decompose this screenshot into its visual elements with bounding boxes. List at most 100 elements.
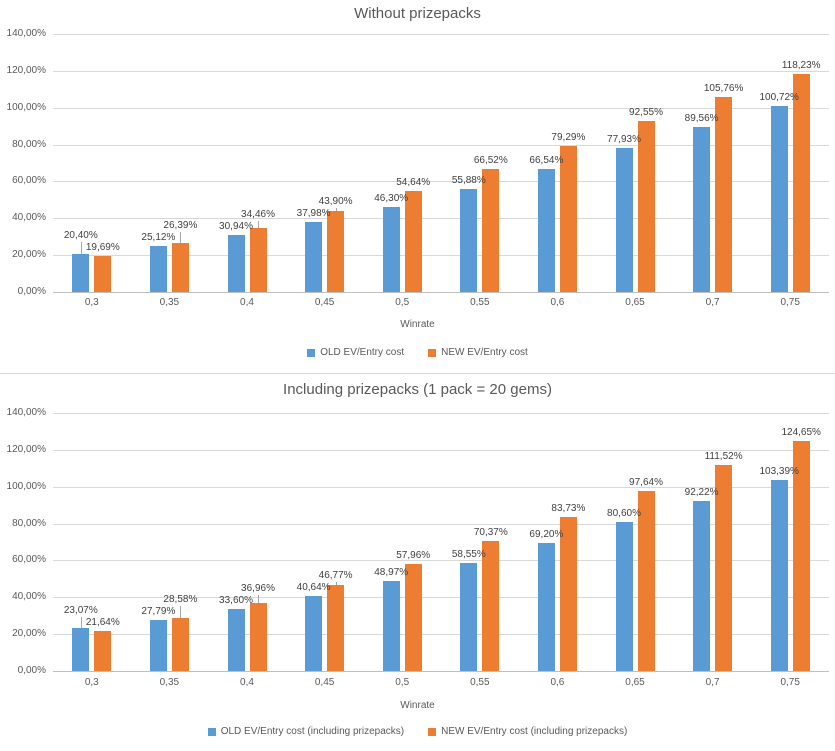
bar-old (770, 480, 788, 671)
x-axis-tick-label: 0,7 (705, 297, 720, 308)
data-label-new: 83,73% (551, 502, 586, 514)
chart-without-prizepacks: Without prizepacks Winrate OLD EV/Entry … (0, 0, 835, 373)
y-axis-tick-label: 40,00% (12, 591, 46, 603)
legend-swatch-icon (428, 348, 437, 357)
data-label-new: 21,64% (85, 617, 120, 629)
y-axis-tick-label: 120,00% (6, 443, 46, 455)
legend-item-old: OLD EV/Entry cost (307, 347, 404, 358)
data-label-old: 37,98% (296, 208, 331, 219)
data-label-old: 103,39% (759, 466, 799, 478)
y-axis-tick-label: 80,00% (12, 517, 46, 529)
data-label-new: 92,55% (629, 107, 663, 119)
data-label-leader-line (180, 231, 182, 244)
data-label-leader-line (180, 605, 182, 619)
data-label-new: 70,37% (473, 527, 508, 539)
y-axis-tick-label: 60,00% (12, 554, 46, 566)
bar-old (149, 619, 167, 671)
y-axis-tick-label: 20,00% (12, 249, 46, 261)
x-axis-tick-label: 0,55 (470, 677, 490, 688)
bar-old (382, 206, 400, 292)
data-label-old: 100,72% (759, 92, 799, 104)
bar-new (249, 228, 267, 292)
x-axis-tick-label: 0,45 (314, 297, 335, 308)
bar-new (715, 465, 733, 671)
bar-new (404, 191, 422, 292)
bar-old (305, 222, 323, 292)
bar-old (72, 254, 90, 292)
bar-old (537, 169, 555, 292)
x-axis-tick-label: 0,6 (550, 297, 565, 308)
x-axis-tick-label: 0,35 (159, 677, 180, 688)
legend-swatch-icon (207, 727, 216, 736)
x-axis-tick-label: 0,7 (705, 677, 720, 688)
bar-old (537, 543, 555, 671)
data-label-old: 46,30% (374, 192, 409, 204)
data-label-old: 92,22% (684, 487, 719, 499)
legend-label: NEW EV/Entry cost (including prizepacks) (441, 726, 628, 737)
bar-old (460, 189, 478, 292)
gridline (53, 634, 829, 636)
x-axis-line (53, 671, 829, 672)
data-label-new: 97,64% (629, 477, 663, 489)
bar-old (227, 609, 245, 671)
bar-new (171, 618, 189, 671)
data-label-old: 25,12% (141, 231, 176, 243)
x-axis-tick-label: 0,6 (550, 677, 565, 688)
data-label-old: 77,93% (607, 134, 641, 146)
legend-swatch-icon (428, 727, 437, 736)
legend: OLD EV/Entry cost NEW EV/Entry cost (0, 347, 835, 358)
x-axis-title: Winrate (400, 319, 435, 330)
bar-new (327, 211, 345, 292)
x-axis-tick-label: 0,75 (780, 297, 800, 308)
data-label-leader-line (258, 220, 259, 229)
bar-new (482, 541, 500, 671)
x-axis-tick-label: 0,35 (159, 297, 180, 308)
x-axis-tick-label: 0,3 (84, 677, 99, 688)
data-label-leader-line (80, 241, 82, 255)
bar-old (615, 522, 633, 671)
bar-new (559, 145, 577, 292)
legend-item-new: NEW EV/Entry cost (including prizepacks) (428, 726, 627, 737)
data-label-new: 66,52% (473, 155, 508, 167)
data-label-new: 118,23% (781, 60, 821, 72)
bar-new (171, 243, 189, 292)
data-label-old: 55,88% (451, 175, 486, 187)
bar-new (249, 602, 267, 671)
bar-old (460, 563, 478, 671)
data-label-old: 89,56% (684, 112, 719, 124)
gridline (53, 449, 829, 451)
data-label-old: 20,40% (63, 229, 98, 241)
x-axis-tick-label: 0,65 (625, 297, 645, 308)
bar-new (559, 516, 577, 671)
bar-old (227, 234, 245, 292)
data-label-new: 28,58% (163, 593, 198, 605)
y-axis-tick-label: 140,00% (6, 28, 46, 39)
bar-old (149, 245, 167, 292)
legend-item-new: NEW EV/Entry cost (428, 347, 528, 358)
bar-new (637, 121, 655, 292)
bar-new (792, 74, 810, 292)
data-label-new: 105,76% (703, 83, 744, 95)
data-label-new: 36,96% (241, 583, 275, 595)
gridline (53, 597, 829, 599)
gridline (53, 144, 829, 146)
y-axis-tick-label: 100,00% (6, 480, 46, 492)
bar-new (404, 564, 422, 671)
legend-label: OLD EV/Entry cost (320, 347, 405, 358)
legend-swatch-icon (307, 348, 316, 357)
bar-new (715, 97, 733, 292)
bar-old (305, 596, 323, 671)
bar-new (637, 491, 655, 671)
gridline (53, 486, 829, 488)
data-label-old: 40,64% (296, 582, 331, 594)
gridline (53, 413, 829, 414)
data-label-leader-line (80, 617, 82, 629)
data-label-old: 80,60% (607, 508, 641, 520)
data-label-old: 58,55% (451, 549, 486, 561)
data-label-new: 124,65% (781, 427, 821, 439)
data-label-new: 57,96% (396, 550, 431, 562)
bar-new (327, 584, 345, 671)
y-axis-tick-label: 120,00% (6, 64, 46, 76)
data-label-old: 48,97% (374, 566, 409, 578)
y-axis-tick-label: 140,00% (6, 407, 46, 418)
